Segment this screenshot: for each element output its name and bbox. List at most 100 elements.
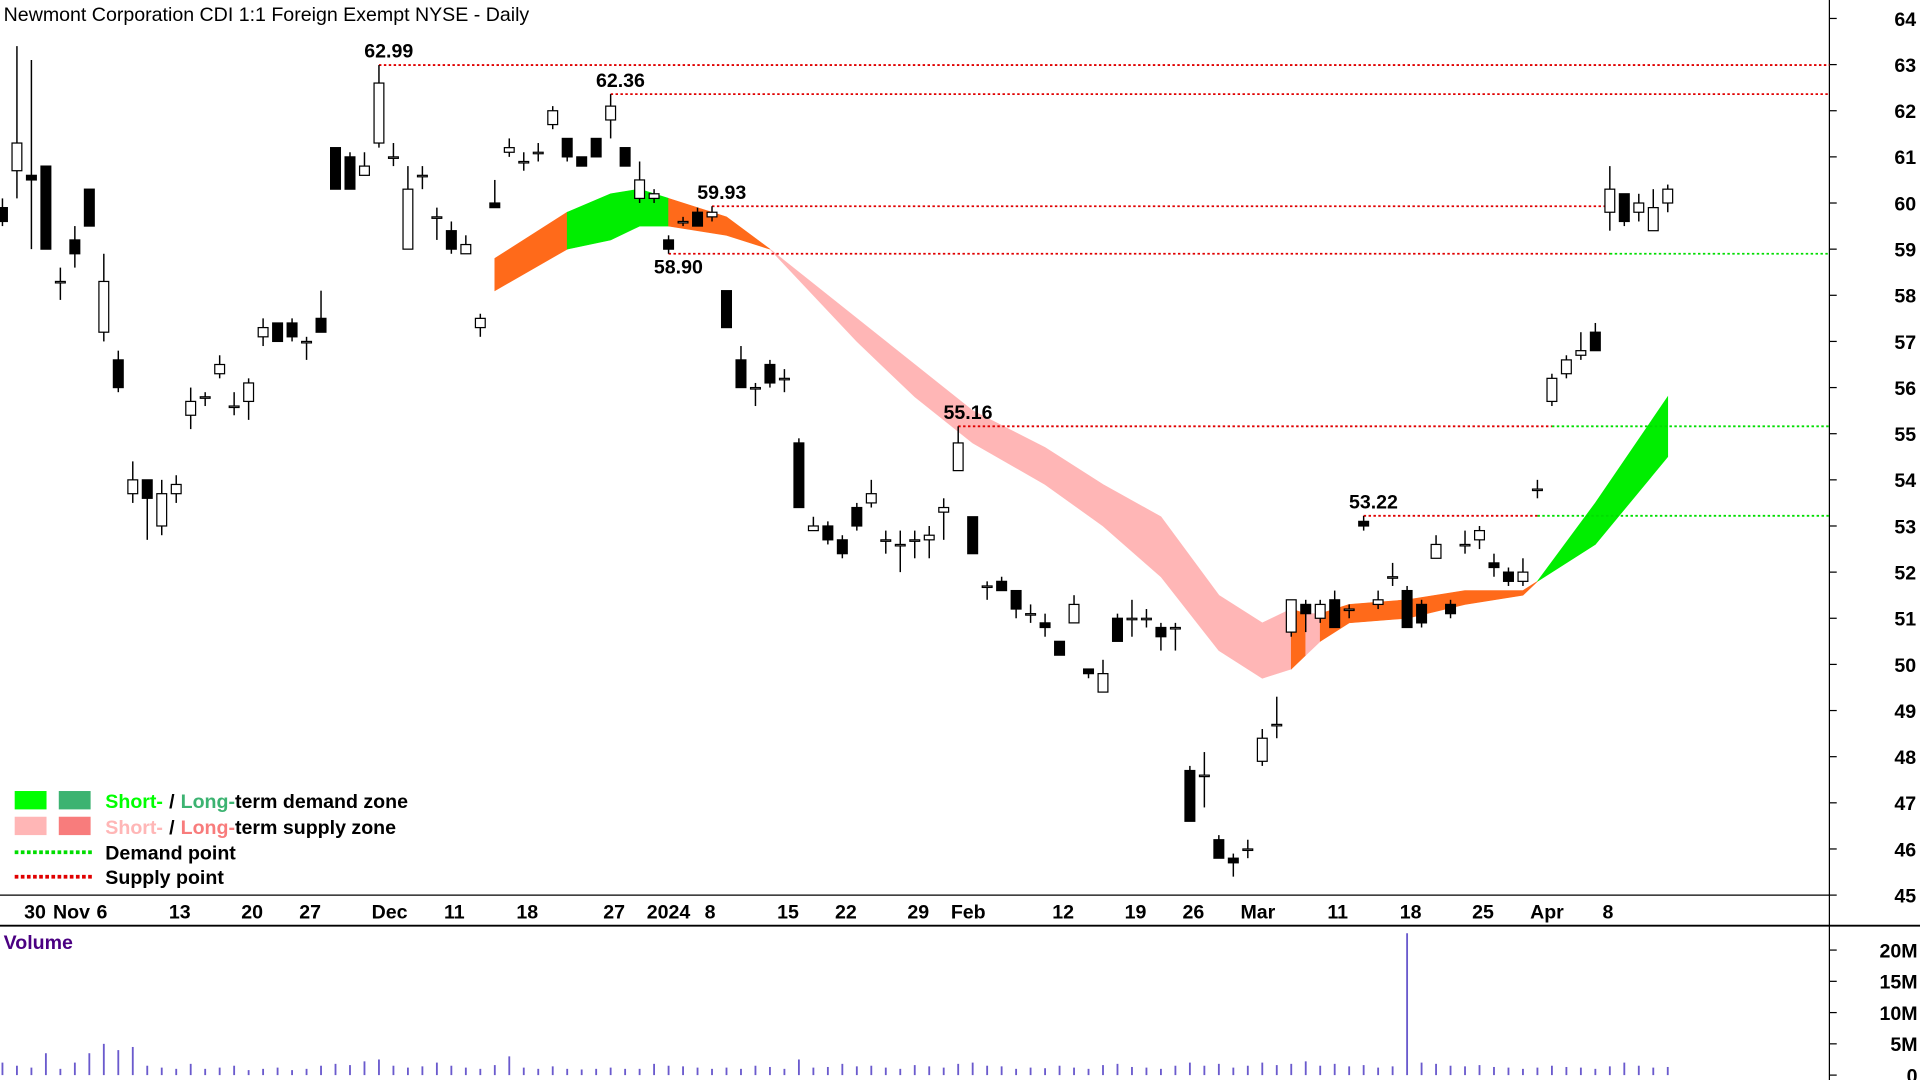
legend-text: / — [169, 791, 175, 813]
candle-body — [431, 216, 443, 219]
y-tick-label: 63 — [1894, 55, 1916, 77]
candle-body — [1358, 520, 1370, 527]
candle-body — [880, 539, 892, 542]
candle-body — [648, 193, 660, 200]
x-tick-label: 18 — [516, 901, 538, 923]
candle-body — [1068, 603, 1080, 624]
candle-body — [836, 539, 848, 555]
candle-body — [1169, 626, 1181, 630]
candle-body — [214, 363, 226, 375]
candle-body — [590, 137, 602, 158]
candle-body — [387, 156, 399, 159]
legend-text: term supply zone — [235, 817, 396, 839]
candle-body — [996, 580, 1008, 592]
candle-body — [1285, 599, 1297, 633]
candle-body — [807, 525, 819, 532]
candle-body — [1416, 603, 1428, 624]
candle-body — [1054, 640, 1066, 656]
candle-body — [1459, 543, 1471, 547]
candle-body — [1531, 488, 1543, 492]
level-label: 55.16 — [943, 402, 992, 424]
candle-body — [822, 525, 834, 541]
candle-body — [1662, 188, 1674, 204]
zone-band — [1537, 395, 1669, 582]
legend-text: term demand zone — [235, 791, 408, 813]
y-tick-label: 58 — [1894, 286, 1916, 308]
x-tick-label: 8 — [1602, 901, 1613, 923]
candle-body — [692, 211, 704, 227]
candle-body — [576, 156, 588, 167]
candle-body — [1401, 589, 1413, 629]
y-tick-label: 60 — [1894, 193, 1916, 215]
x-tick-label: 19 — [1125, 901, 1147, 923]
candle-body — [358, 165, 370, 176]
candle-body — [1300, 603, 1312, 615]
candle-body — [185, 400, 197, 416]
candle-body — [344, 156, 356, 190]
x-tick-label: 12 — [1052, 901, 1074, 923]
chart-title: Newmont Corporation CDI 1:1 Foreign Exem… — [4, 4, 530, 26]
candle-body — [1126, 617, 1138, 621]
level-label: 58.90 — [654, 256, 703, 278]
legend-swatch — [58, 791, 91, 810]
candle-body — [1473, 529, 1486, 541]
candle-body — [228, 405, 240, 409]
zone-band — [1319, 581, 1538, 642]
candle-body — [98, 280, 110, 333]
candle-body — [605, 105, 617, 121]
y-tick-label: 53 — [1894, 516, 1916, 538]
legend-text: Short- — [105, 791, 163, 813]
legend-text: Long- — [181, 817, 235, 839]
legend-swatch — [58, 816, 91, 836]
legend-swatch — [14, 791, 47, 810]
candle-body — [706, 211, 718, 218]
y-tick-label: 55 — [1894, 424, 1916, 446]
x-tick-label: 13 — [169, 901, 191, 923]
volume-label: Volume — [4, 932, 73, 954]
candle-body — [243, 382, 255, 403]
candle-body — [1256, 737, 1268, 762]
candle-body — [967, 516, 979, 555]
y-tick-label: 50 — [1894, 655, 1916, 677]
candle-body — [1198, 774, 1210, 778]
candle-body — [952, 442, 964, 472]
candle-body — [445, 230, 457, 250]
legend-label: Short- / Long-term demand zone — [105, 791, 408, 813]
x-tick-label: 18 — [1400, 901, 1422, 923]
x-tick-label: Dec — [372, 901, 408, 923]
y-tick-label: 64 — [1894, 9, 1916, 31]
legend-label: Supply point — [105, 867, 224, 889]
x-tick-label: 20 — [241, 901, 263, 923]
candle-body — [1618, 193, 1630, 223]
candle-body — [1488, 562, 1500, 569]
candle-body — [373, 82, 385, 144]
candle-body — [489, 202, 501, 209]
x-tick-label: 22 — [835, 901, 857, 923]
legend-text: Long- — [181, 791, 235, 813]
candle-body — [1387, 576, 1399, 579]
candle-body — [1025, 613, 1037, 616]
candle-body — [1213, 839, 1225, 859]
candle-body — [402, 188, 414, 250]
x-tick-label: 8 — [705, 901, 716, 923]
y-tick-label: 49 — [1894, 701, 1916, 723]
y-tick-label: 54 — [1894, 470, 1916, 492]
candle-body — [1546, 377, 1558, 403]
candle-body — [301, 340, 313, 344]
candle-body — [1517, 571, 1529, 582]
candle-body — [141, 479, 153, 499]
x-tick-label: 6 — [96, 901, 107, 923]
candle-body — [54, 280, 66, 284]
candle-body — [503, 147, 515, 153]
candle-body — [764, 363, 776, 384]
x-tick-label: 29 — [907, 901, 929, 923]
y-tick-label: 61 — [1894, 147, 1916, 169]
candle-body — [663, 239, 675, 250]
candle-body — [1227, 857, 1239, 864]
candle-body — [1271, 723, 1283, 727]
level-label: 62.36 — [596, 70, 645, 92]
candle-body — [1242, 848, 1254, 852]
